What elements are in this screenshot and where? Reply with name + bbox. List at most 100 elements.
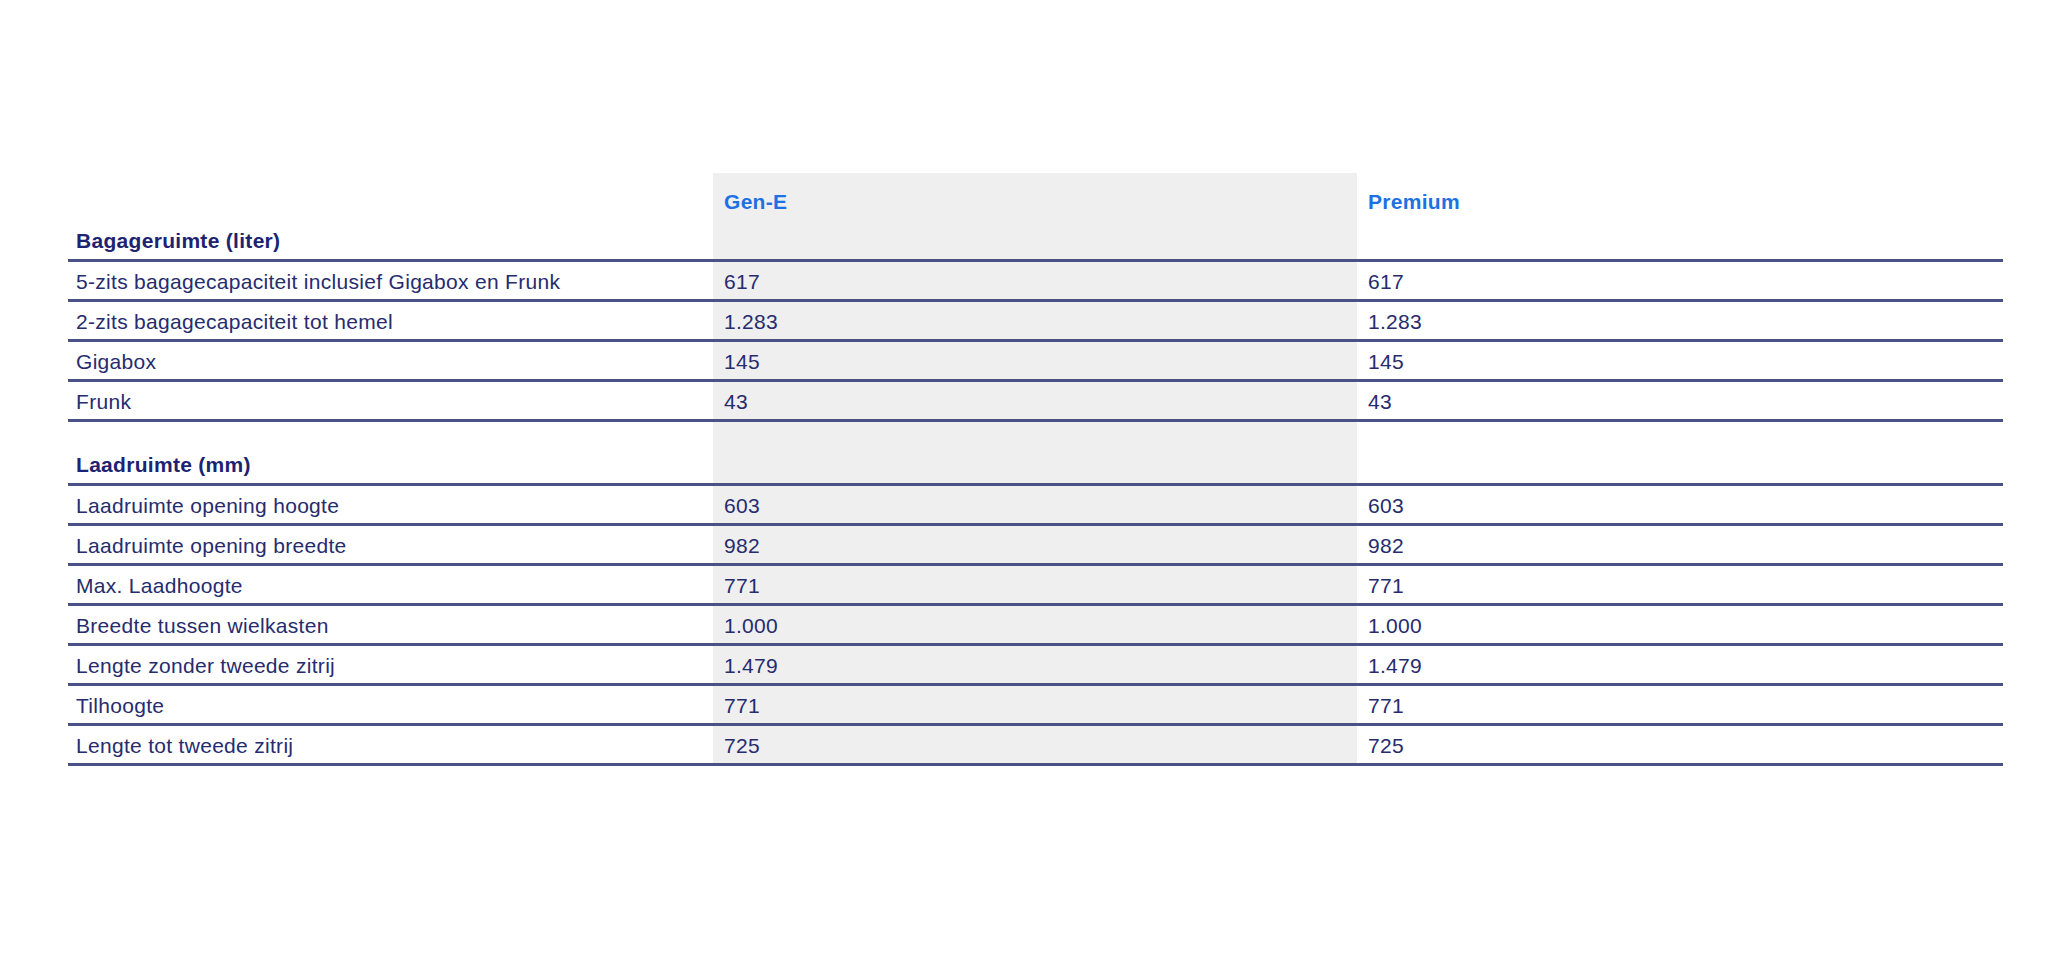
row-premium-cell: 771 xyxy=(1357,566,2003,603)
section-title: Laadruimte (mm) xyxy=(76,453,251,477)
column-header-gen-e: Gen-E xyxy=(713,173,1357,222)
row-gen-e-cell: 43 xyxy=(713,382,1357,419)
row-gen-e-cell: 603 xyxy=(713,486,1357,523)
row-label: Lengte zonder tweede zitrij xyxy=(76,654,335,678)
column-header-premium-label: Premium xyxy=(1368,190,1460,214)
row-gen-e-value: 145 xyxy=(724,350,760,374)
row-gen-e-value: 771 xyxy=(724,574,760,598)
row-label-cell: Laadruimte opening breedte xyxy=(68,526,713,563)
table-row: Breedte tussen wielkasten 1.000 1.000 xyxy=(68,606,2003,646)
row-label-cell: Tilhoogte xyxy=(68,686,713,723)
section-premium-cell xyxy=(1357,222,2003,259)
row-label: 2-zits bagagecapaciteit tot hemel xyxy=(76,310,393,334)
row-premium-value: 982 xyxy=(1368,534,1404,558)
row-premium-cell: 43 xyxy=(1357,382,2003,419)
table-row: Lengte tot tweede zitrij 725 725 xyxy=(68,726,2003,766)
section-header-row: Bagageruimte (liter) xyxy=(68,222,2003,262)
row-gen-e-cell: 617 xyxy=(713,262,1357,299)
row-premium-value: 1.283 xyxy=(1368,310,1422,334)
section-gen-e-cell xyxy=(713,446,1357,483)
row-label-cell: Max. Laadhoogte xyxy=(68,566,713,603)
row-gen-e-value: 43 xyxy=(724,390,748,414)
page: Gen-E Premium Bagageruimte (liter) 5-zits… xyxy=(0,0,2064,960)
row-label: Lengte tot tweede zitrij xyxy=(76,734,293,758)
row-label-cell: Lengte tot tweede zitrij xyxy=(68,726,713,763)
row-premium-cell: 617 xyxy=(1357,262,2003,299)
row-label-cell: Lengte zonder tweede zitrij xyxy=(68,646,713,683)
table-row: Frunk 43 43 xyxy=(68,382,2003,422)
row-premium-cell: 1.283 xyxy=(1357,302,2003,339)
row-premium-cell: 725 xyxy=(1357,726,2003,763)
section-title-cell: Bagageruimte (liter) xyxy=(68,222,713,259)
row-gen-e-value: 1.000 xyxy=(724,614,778,638)
row-label: 5-zits bagagecapaciteit inclusief Gigabo… xyxy=(76,270,560,294)
spacer-label-cell xyxy=(68,422,713,446)
row-label: Gigabox xyxy=(76,350,156,374)
row-gen-e-cell: 771 xyxy=(713,686,1357,723)
table-row: Max. Laadhoogte 771 771 xyxy=(68,566,2003,606)
spacer-gen-e-cell xyxy=(713,422,1357,446)
row-gen-e-cell: 145 xyxy=(713,342,1357,379)
row-premium-cell: 145 xyxy=(1357,342,2003,379)
row-premium-value: 43 xyxy=(1368,390,1392,414)
header-spacer-cell xyxy=(68,173,713,222)
row-premium-cell: 771 xyxy=(1357,686,2003,723)
table-row: Laadruimte opening breedte 982 982 xyxy=(68,526,2003,566)
table-row: 5-zits bagagecapaciteit inclusief Gigabo… xyxy=(68,262,2003,302)
row-premium-cell: 1.479 xyxy=(1357,646,2003,683)
section-gen-e-cell xyxy=(713,222,1357,259)
table-row: Lengte zonder tweede zitrij 1.479 1.479 xyxy=(68,646,2003,686)
section-title: Bagageruimte (liter) xyxy=(76,229,280,253)
section-title-cell: Laadruimte (mm) xyxy=(68,446,713,483)
row-premium-cell: 1.000 xyxy=(1357,606,2003,643)
row-premium-value: 603 xyxy=(1368,494,1404,518)
row-gen-e-value: 617 xyxy=(724,270,760,294)
row-label-cell: Frunk xyxy=(68,382,713,419)
column-header-premium: Premium xyxy=(1357,173,2003,222)
row-label-cell: 2-zits bagagecapaciteit tot hemel xyxy=(68,302,713,339)
section-premium-cell xyxy=(1357,446,2003,483)
row-gen-e-cell: 982 xyxy=(713,526,1357,563)
row-gen-e-value: 982 xyxy=(724,534,760,558)
section-header-row: Laadruimte (mm) xyxy=(68,446,2003,486)
table-row: Tilhoogte 771 771 xyxy=(68,686,2003,726)
row-label-cell: Breedte tussen wielkasten xyxy=(68,606,713,643)
table-row: Laadruimte opening hoogte 603 603 xyxy=(68,486,2003,526)
row-gen-e-value: 603 xyxy=(724,494,760,518)
spacer-premium-cell xyxy=(1357,422,2003,446)
row-premium-value: 1.000 xyxy=(1368,614,1422,638)
row-gen-e-cell: 725 xyxy=(713,726,1357,763)
row-label: Tilhoogte xyxy=(76,694,164,718)
row-premium-value: 1.479 xyxy=(1368,654,1422,678)
table-row: Gigabox 145 145 xyxy=(68,342,2003,382)
row-label-cell: Gigabox xyxy=(68,342,713,379)
row-premium-cell: 982 xyxy=(1357,526,2003,563)
row-gen-e-cell: 771 xyxy=(713,566,1357,603)
row-premium-value: 145 xyxy=(1368,350,1404,374)
row-label-cell: Laadruimte opening hoogte xyxy=(68,486,713,523)
row-label-cell: 5-zits bagagecapaciteit inclusief Gigabo… xyxy=(68,262,713,299)
row-gen-e-value: 1.283 xyxy=(724,310,778,334)
row-premium-value: 725 xyxy=(1368,734,1404,758)
section-spacer-row xyxy=(68,422,2003,446)
row-premium-cell: 603 xyxy=(1357,486,2003,523)
row-label: Max. Laadhoogte xyxy=(76,574,243,598)
row-gen-e-cell: 1.000 xyxy=(713,606,1357,643)
row-gen-e-value: 771 xyxy=(724,694,760,718)
row-gen-e-cell: 1.479 xyxy=(713,646,1357,683)
row-gen-e-cell: 1.283 xyxy=(713,302,1357,339)
column-header-row: Gen-E Premium xyxy=(68,173,2003,222)
row-gen-e-value: 1.479 xyxy=(724,654,778,678)
table-body: Bagageruimte (liter) 5-zits bagagecapacit… xyxy=(68,222,2003,766)
row-label: Frunk xyxy=(76,390,131,414)
row-label: Breedte tussen wielkasten xyxy=(76,614,329,638)
row-label: Laadruimte opening hoogte xyxy=(76,494,339,518)
table-row: 2-zits bagagecapaciteit tot hemel 1.283 1.… xyxy=(68,302,2003,342)
row-premium-value: 771 xyxy=(1368,574,1404,598)
row-label: Laadruimte opening breedte xyxy=(76,534,347,558)
row-premium-value: 771 xyxy=(1368,694,1404,718)
row-gen-e-value: 725 xyxy=(724,734,760,758)
row-premium-value: 617 xyxy=(1368,270,1404,294)
column-header-gen-e-label: Gen-E xyxy=(724,190,787,214)
spec-comparison-table: Gen-E Premium Bagageruimte (liter) 5-zits… xyxy=(68,173,2003,766)
